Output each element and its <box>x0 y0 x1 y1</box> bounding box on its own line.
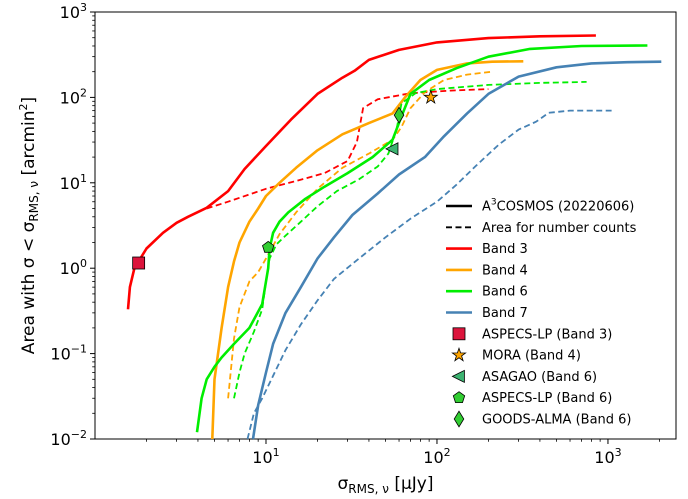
x-tick-label: 103 <box>594 446 621 467</box>
legend-item-a: A3COSMOS (20220606) <box>446 198 634 215</box>
legend-label: GOODS-ALMA (Band 6) <box>482 413 632 428</box>
legend-label: ASAGAO (Band 6) <box>482 370 597 385</box>
legend-item-asagao-band-6: ASAGAO (Band 6) <box>451 369 597 385</box>
x-axis-label: σRMS, ν [μJy] <box>338 474 434 496</box>
x-axis-ticks: 101 102 103 <box>146 439 660 467</box>
x-axis-title-subscript: RMS, ν <box>348 482 389 496</box>
legend-label: ASPECS-LP (Band 3) <box>482 327 612 342</box>
marker-aspecs-lp-band-3 <box>132 256 146 270</box>
y-tick-label: 103 <box>60 1 87 22</box>
legend-item-goods-alma-band-6: GOODS-ALMA (Band 6) <box>453 410 632 428</box>
y-axis-label: Area with σ < σRMS, ν [arcmin2] <box>17 97 41 354</box>
y-tick-label: 10−1 <box>50 343 87 364</box>
y-axis-title-superscript: 2 <box>17 103 30 110</box>
legend-swatch <box>451 369 465 384</box>
legend-label: Band 7 <box>482 306 528 321</box>
series-lines <box>126 34 662 440</box>
legend-label: MORA (Band 4) <box>482 349 581 364</box>
legend-label: Band 4 <box>482 263 528 278</box>
x-axis-title-symbol: σ <box>338 474 349 494</box>
legend-swatch <box>451 346 467 362</box>
legend-item-band-4: Band 4 <box>446 263 528 278</box>
legend-item-aspecs-lp-band-3: ASPECS-LP (Band 3) <box>452 327 612 342</box>
legend-swatch <box>452 391 466 404</box>
series-line-band-6-solid <box>195 44 648 433</box>
series-line-band-7-dashed <box>246 109 612 440</box>
x-tick-label: 101 <box>252 446 279 467</box>
legend-item-band-6: Band 6 <box>446 285 528 300</box>
y-tick-label: 10−2 <box>50 428 87 449</box>
y-axis-title: Area with σ < σRMS, ν [arcmin2] <box>17 97 41 354</box>
legend-swatch <box>453 410 465 428</box>
legend-label: A3COSMOS (20220606) <box>482 198 634 215</box>
legend-label: Area for number counts <box>482 221 637 236</box>
legend-label: ASPECS-LP (Band 6) <box>482 391 612 406</box>
series-line-band-7-solid <box>251 60 662 440</box>
legend-item-band-7: Band 7 <box>446 306 528 321</box>
y-axis-title-unit: [arcmin <box>19 110 39 180</box>
legend-item-mora-band-4: MORA (Band 4) <box>451 346 581 364</box>
y-axis-title-subscript: RMS, ν <box>27 181 41 222</box>
legend-label: Band 6 <box>482 285 528 300</box>
legend-label: Band 3 <box>482 242 528 257</box>
y-tick-label: 102 <box>60 86 87 107</box>
legend-item-band-3: Band 3 <box>446 242 528 257</box>
y-axis-ticks: 10−2 10−1 100 101 102 103 <box>50 1 95 449</box>
x-axis-title-unit: [μJy] <box>389 474 434 494</box>
y-tick-label: 101 <box>60 172 87 193</box>
series-line-band-4-solid <box>211 60 524 440</box>
marker-aspecs-lp-band-6 <box>262 240 275 253</box>
y-tick-label: 100 <box>60 257 87 278</box>
series-line-band-3-dashed <box>206 88 489 210</box>
series-line-band-4-dashed <box>227 70 493 399</box>
marker-asagao-band-6 <box>385 142 399 156</box>
series-line-band-6-dashed <box>233 81 587 399</box>
series-line-band-3-solid <box>126 34 596 310</box>
legend-swatch <box>452 327 466 341</box>
legend-item-area-for-number-counts: Area for number counts <box>446 221 637 236</box>
y-axis-title-close: ] <box>19 97 39 104</box>
legend: A3COSMOS (20220606) Area for number count… <box>446 198 637 428</box>
marker-goods-alma-band-6 <box>393 106 405 124</box>
survey-markers <box>132 89 439 270</box>
y-axis-title-text: Area with σ < σ <box>19 221 39 354</box>
legend-item-aspecs-lp-band-6: ASPECS-LP (Band 6) <box>452 391 612 406</box>
marker-mora-band-4 <box>422 89 439 105</box>
x-tick-label: 102 <box>423 446 450 467</box>
x-axis-title: σRMS, ν [μJy] <box>338 474 434 496</box>
